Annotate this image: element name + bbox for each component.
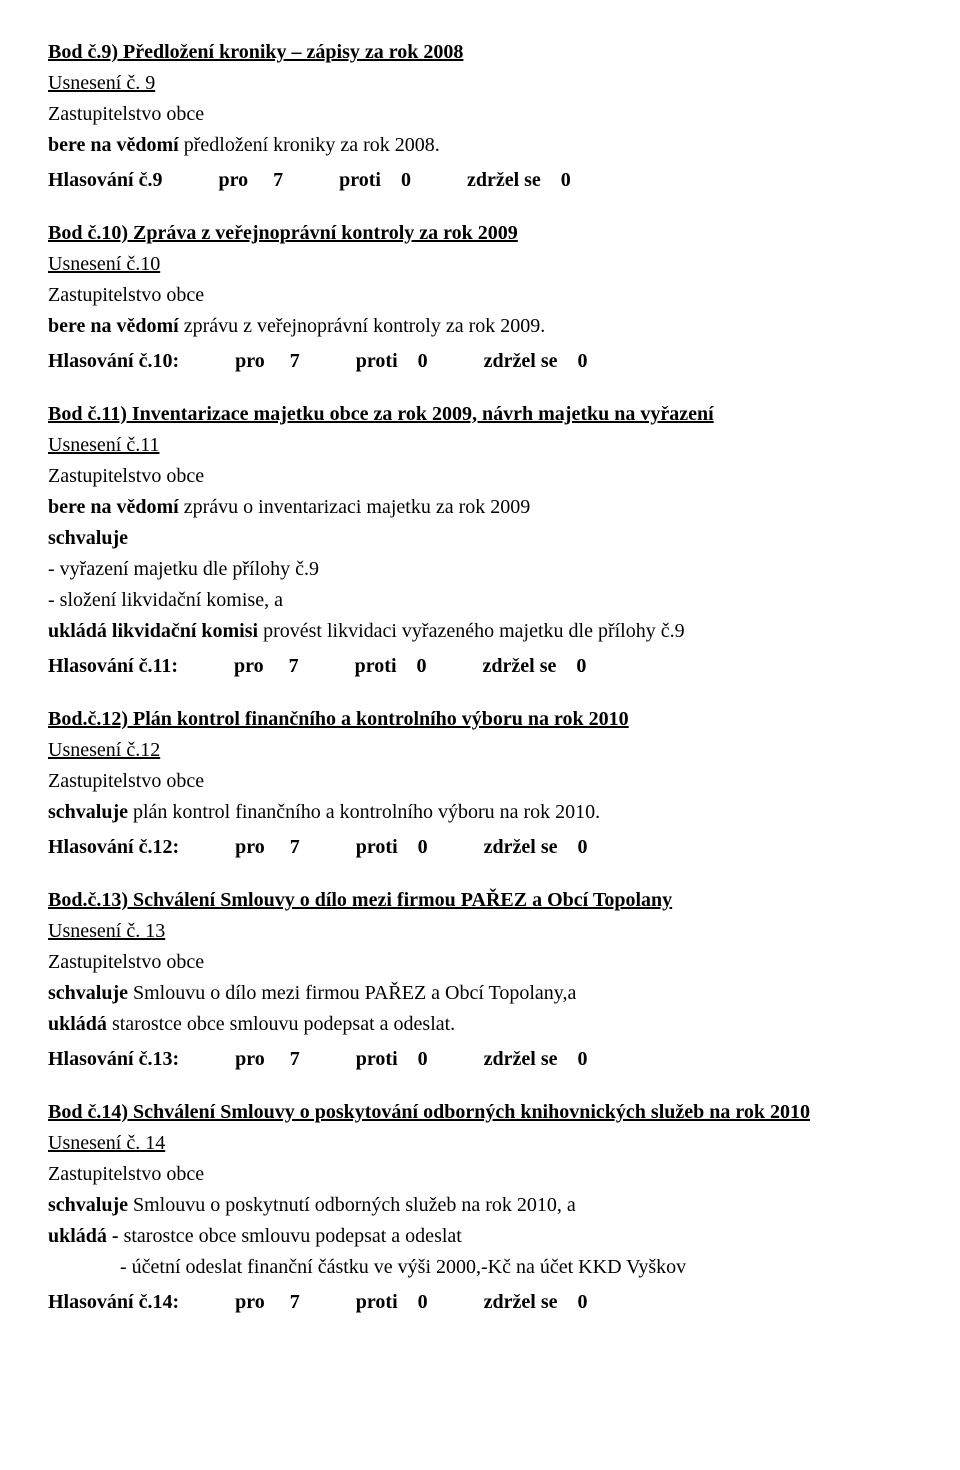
vote-label: Hlasování č.9 <box>48 168 162 193</box>
vote-pro: pro 7 <box>218 168 283 193</box>
section: Bod.č.12) Plán kontrol finančního a kont… <box>48 707 912 860</box>
vote-zdrzel: zdržel se 0 <box>483 654 587 679</box>
section: Bod č.11) Inventarizace majetku obce za … <box>48 402 912 679</box>
section: Bod č.10) Zpráva z veřejnoprávní kontrol… <box>48 221 912 374</box>
vote-pro: pro 7 <box>234 654 299 679</box>
usneseni-label: Usnesení č.10 <box>48 252 912 277</box>
section: Bod č.9) Předložení kroniky – zápisy za … <box>48 40 912 193</box>
body-line: schvaluje Smlouvu o dílo mezi firmou PAŘ… <box>48 981 912 1006</box>
section-heading: Bod č.14) Schválení Smlouvy o poskytován… <box>48 1100 912 1125</box>
section: Bod č.14) Schválení Smlouvy o poskytován… <box>48 1100 912 1315</box>
body-line: ukládá - starostce obce smlouvu podepsat… <box>48 1224 912 1249</box>
vote-row: Hlasování č.11: pro 7 proti 0 zdržel se 0 <box>48 654 912 679</box>
section-heading: Bod.č.12) Plán kontrol finančního a kont… <box>48 707 912 732</box>
body-line: bere na vědomí předložení kroniky za rok… <box>48 133 912 158</box>
body-line: Zastupitelstvo obce <box>48 769 912 794</box>
vote-row: Hlasování č.9 pro 7 proti 0 zdržel se 0 <box>48 168 912 193</box>
vote-row: Hlasování č.14: pro 7 proti 0 zdržel se 0 <box>48 1290 912 1315</box>
vote-proti: proti 0 <box>355 654 427 679</box>
body-line: schvaluje Smlouvu o poskytnutí odborných… <box>48 1193 912 1218</box>
vote-zdrzel: zdržel se 0 <box>484 1290 588 1315</box>
body-line: Zastupitelstvo obce <box>48 464 912 489</box>
vote-label: Hlasování č.14: <box>48 1290 179 1315</box>
document-root: Bod č.9) Předložení kroniky – zápisy za … <box>48 40 912 1315</box>
body-line: bere na vědomí zprávu z veřejnoprávní ko… <box>48 314 912 339</box>
section-heading: Bod č.10) Zpráva z veřejnoprávní kontrol… <box>48 221 912 246</box>
vote-proti: proti 0 <box>339 168 411 193</box>
vote-row: Hlasování č.13: pro 7 proti 0 zdržel se 0 <box>48 1047 912 1072</box>
vote-zdrzel: zdržel se 0 <box>467 168 571 193</box>
vote-pro: pro 7 <box>235 835 300 860</box>
body-line: Zastupitelstvo obce <box>48 283 912 308</box>
vote-zdrzel: zdržel se 0 <box>484 1047 588 1072</box>
vote-label: Hlasování č.10: <box>48 349 179 374</box>
body-line: - účetní odeslat finanční částku ve výši… <box>48 1255 912 1280</box>
vote-label: Hlasování č.13: <box>48 1047 179 1072</box>
usneseni-label: Usnesení č.11 <box>48 433 912 458</box>
usneseni-label: Usnesení č. 9 <box>48 71 912 96</box>
section-heading: Bod č.9) Předložení kroniky – zápisy za … <box>48 40 912 65</box>
body-line: - vyřazení majetku dle přílohy č.9 <box>48 557 912 582</box>
body-line: schvaluje plán kontrol finančního a kont… <box>48 800 912 825</box>
body-line: - složení likvidační komise, a <box>48 588 912 613</box>
vote-zdrzel: zdržel se 0 <box>484 349 588 374</box>
vote-label: Hlasování č.11: <box>48 654 178 679</box>
usneseni-label: Usnesení č. 13 <box>48 919 912 944</box>
vote-proti: proti 0 <box>356 835 428 860</box>
vote-pro: pro 7 <box>235 1290 300 1315</box>
vote-proti: proti 0 <box>356 1047 428 1072</box>
vote-pro: pro 7 <box>235 349 300 374</box>
body-line: ukládá starostce obce smlouvu podepsat a… <box>48 1012 912 1037</box>
body-line: schvaluje <box>48 526 912 551</box>
body-line: Zastupitelstvo obce <box>48 102 912 127</box>
body-line: Zastupitelstvo obce <box>48 950 912 975</box>
usneseni-label: Usnesení č.12 <box>48 738 912 763</box>
body-line: bere na vědomí zprávu o inventarizaci ma… <box>48 495 912 520</box>
vote-row: Hlasování č.10: pro 7 proti 0 zdržel se 0 <box>48 349 912 374</box>
vote-proti: proti 0 <box>356 1290 428 1315</box>
body-line: ukládá likvidační komisi provést likvida… <box>48 619 912 644</box>
section-heading: Bod.č.13) Schválení Smlouvy o dílo mezi … <box>48 888 912 913</box>
usneseni-label: Usnesení č. 14 <box>48 1131 912 1156</box>
vote-pro: pro 7 <box>235 1047 300 1072</box>
vote-proti: proti 0 <box>356 349 428 374</box>
body-line: Zastupitelstvo obce <box>48 1162 912 1187</box>
vote-zdrzel: zdržel se 0 <box>484 835 588 860</box>
section: Bod.č.13) Schválení Smlouvy o dílo mezi … <box>48 888 912 1072</box>
vote-row: Hlasování č.12: pro 7 proti 0 zdržel se 0 <box>48 835 912 860</box>
section-heading: Bod č.11) Inventarizace majetku obce za … <box>48 402 912 427</box>
vote-label: Hlasování č.12: <box>48 835 179 860</box>
